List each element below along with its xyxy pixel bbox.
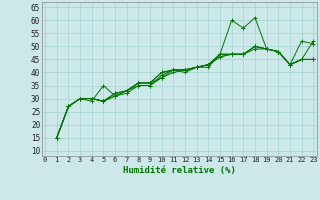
X-axis label: Humidité relative (%): Humidité relative (%) <box>123 166 236 175</box>
